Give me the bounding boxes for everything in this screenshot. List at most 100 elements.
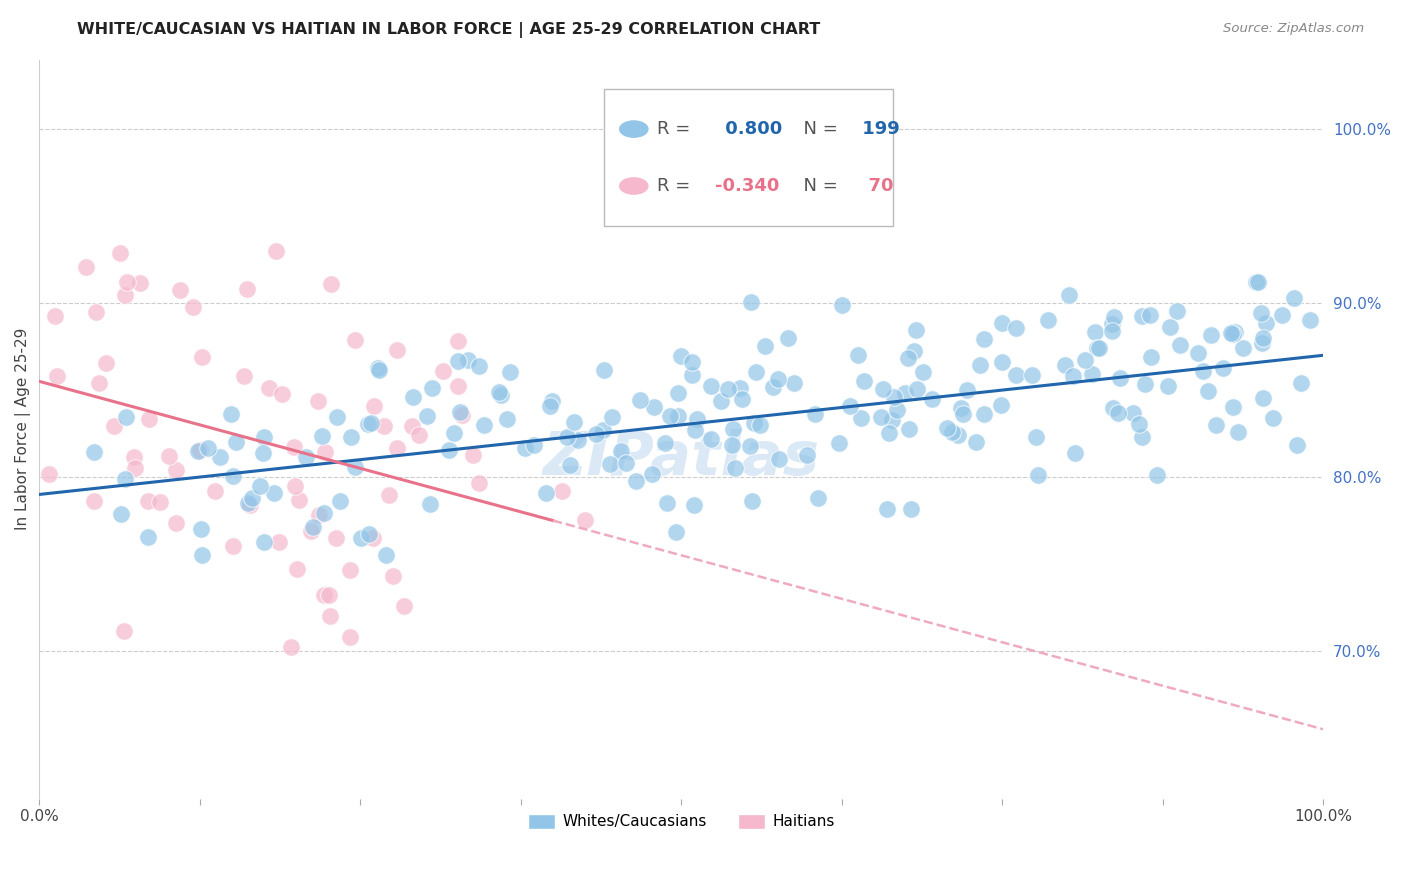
Point <box>628 392 651 407</box>
Point <box>1130 310 1153 324</box>
Point <box>382 569 405 583</box>
Point <box>990 316 1012 330</box>
Point <box>990 398 1012 412</box>
Point <box>541 393 564 408</box>
Point <box>883 390 905 404</box>
Point <box>614 456 637 470</box>
Point <box>288 492 311 507</box>
Point <box>1205 418 1227 433</box>
Point <box>419 497 441 511</box>
Point <box>439 443 461 458</box>
Point <box>1157 378 1180 392</box>
Point <box>897 351 920 366</box>
Point <box>449 405 471 419</box>
Point <box>1107 406 1129 420</box>
Point <box>114 472 136 486</box>
Point <box>853 374 876 388</box>
Point <box>666 409 689 423</box>
Point <box>1073 353 1095 368</box>
Point <box>1085 341 1108 355</box>
Point <box>225 434 247 449</box>
Point <box>222 539 245 553</box>
Point <box>253 535 276 549</box>
Point <box>1109 370 1132 384</box>
Point <box>89 376 111 390</box>
Point <box>1102 310 1125 324</box>
Point <box>350 531 373 545</box>
Point <box>1140 350 1163 364</box>
FancyBboxPatch shape <box>605 89 893 226</box>
Point <box>387 343 409 357</box>
Point <box>1197 384 1219 398</box>
Point <box>37 467 59 481</box>
Point <box>467 359 489 373</box>
Point <box>803 407 825 421</box>
Point <box>1133 376 1156 391</box>
Point <box>886 403 908 417</box>
Point <box>876 502 898 516</box>
Point <box>1146 468 1168 483</box>
Point <box>669 349 692 363</box>
Point <box>165 463 187 477</box>
Point <box>846 348 869 362</box>
Point <box>166 516 188 531</box>
Point <box>318 588 340 602</box>
Point <box>1199 327 1222 342</box>
Point <box>550 483 572 498</box>
Point <box>610 443 633 458</box>
Point <box>489 388 512 402</box>
Point <box>1062 369 1084 384</box>
Point <box>682 498 704 512</box>
Point <box>685 423 707 437</box>
Point <box>728 381 751 395</box>
Point <box>249 478 271 492</box>
Point <box>681 355 703 369</box>
Point <box>392 599 415 614</box>
Point <box>312 588 335 602</box>
Point <box>1250 306 1272 320</box>
Point <box>905 382 928 396</box>
Point <box>326 409 349 424</box>
Point <box>585 426 607 441</box>
Point <box>766 372 789 386</box>
Point <box>432 364 454 378</box>
Point <box>122 450 145 465</box>
Point <box>197 441 219 455</box>
Point <box>319 609 342 624</box>
Point <box>749 417 772 432</box>
Point <box>710 394 733 409</box>
Point <box>75 260 97 274</box>
Point <box>295 450 318 464</box>
Point <box>538 400 561 414</box>
Point <box>467 476 489 491</box>
Point <box>1139 309 1161 323</box>
Point <box>599 457 621 471</box>
Point <box>921 392 943 406</box>
Point <box>574 513 596 527</box>
Point <box>360 416 382 430</box>
Point <box>523 438 546 452</box>
Point <box>343 334 366 348</box>
Point <box>936 421 959 435</box>
Point <box>558 458 581 472</box>
Point <box>375 549 398 563</box>
Point <box>754 339 776 353</box>
Point <box>567 434 589 448</box>
Point <box>190 350 212 364</box>
Point <box>776 330 799 344</box>
Point <box>969 358 991 372</box>
Point <box>373 418 395 433</box>
Point <box>827 435 849 450</box>
Point <box>299 524 322 538</box>
Point <box>1263 411 1285 425</box>
Point <box>1128 417 1150 431</box>
Point <box>905 322 928 336</box>
Point <box>408 428 430 442</box>
Point <box>762 380 785 394</box>
Point <box>897 422 920 436</box>
Point <box>1244 275 1267 289</box>
Point <box>253 430 276 444</box>
Point <box>641 467 664 481</box>
Point <box>319 277 342 292</box>
Point <box>1251 330 1274 344</box>
